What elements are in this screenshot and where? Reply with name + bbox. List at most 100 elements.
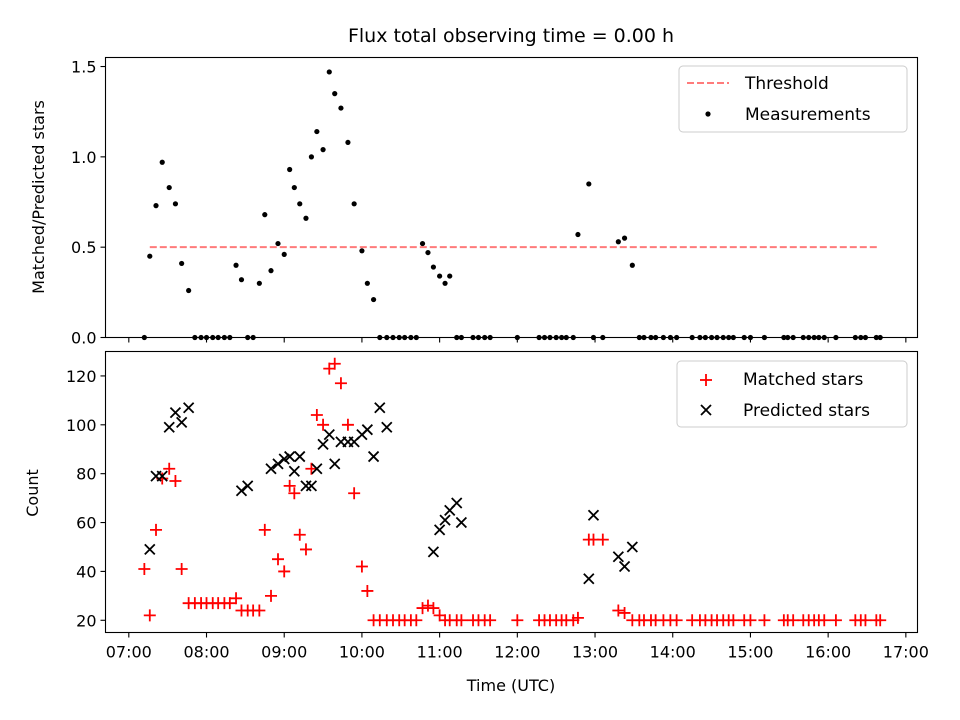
bottom-y-axis-label: Count — [23, 469, 42, 517]
measurement-point — [166, 184, 172, 191]
top-y-axis-label: Matched/Predicted stars — [29, 100, 48, 294]
predicted-star-marker — [455, 516, 468, 529]
bottom-plot-frame — [104, 350, 919, 634]
matched-star-marker — [310, 409, 323, 422]
predicted-star-marker — [433, 524, 446, 536]
matched-star-marker — [143, 609, 156, 622]
matched-star-marker — [758, 614, 771, 627]
predicted-star-marker — [367, 450, 380, 463]
matched-star-marker — [787, 614, 800, 627]
measurement-point — [256, 280, 262, 286]
measurement-point — [314, 128, 320, 135]
measurement-point — [629, 262, 635, 268]
top-y-tick-label: 1.5 — [71, 58, 96, 77]
matched-star-marker — [175, 562, 188, 575]
matched-star-marker — [361, 584, 374, 597]
bottom-y-tick-label: 100 — [66, 416, 97, 435]
measurement-point — [281, 251, 287, 258]
matched-star-marker — [410, 614, 423, 627]
predicted-star-marker — [451, 497, 463, 509]
x-tick-label: 08:00 — [183, 643, 229, 662]
matched-star-marker — [288, 487, 301, 500]
bottom-y-tick-label: 60 — [76, 514, 96, 533]
predicted-star-marker — [163, 421, 175, 433]
top-plot-frame — [104, 56, 919, 339]
matched-star-marker — [305, 462, 318, 475]
matched-star-marker — [348, 487, 361, 500]
predicted-star-marker — [361, 424, 373, 436]
measurement-point — [297, 201, 303, 207]
top-y-tick-label: 0.0 — [71, 329, 96, 348]
predicted-star-marker — [311, 463, 323, 475]
matched-star-marker — [334, 377, 347, 390]
measurement-point — [186, 287, 192, 294]
matched-star-marker — [299, 543, 312, 556]
measurement-point — [326, 69, 332, 75]
matched-star-marker — [258, 523, 271, 536]
matched-star-marker — [230, 592, 243, 605]
measurement-point — [332, 91, 338, 97]
measurement-point — [345, 139, 351, 146]
x-tick-label: 16:00 — [805, 643, 851, 662]
predicted-star-marker — [272, 458, 284, 470]
measurement-point — [268, 268, 274, 274]
matched-legend-swatch — [700, 374, 712, 386]
measurement-point — [172, 201, 179, 207]
predicted-star-marker — [176, 416, 188, 428]
predicted-star-marker — [265, 463, 277, 475]
threshold-legend-label: Threshold — [744, 74, 829, 94]
matched-star-marker — [355, 560, 368, 573]
matched-star-marker — [571, 611, 584, 624]
matched-star-marker — [421, 599, 434, 612]
chart-title: Flux total observing time = 0.00 h — [348, 25, 674, 47]
measurement-point — [238, 277, 245, 283]
measurement-point — [291, 184, 297, 191]
predicted-star-marker — [626, 541, 638, 553]
measurement-point — [447, 273, 453, 279]
measurement-point — [262, 212, 268, 218]
matched-star-marker — [612, 604, 625, 617]
matched-star-marker — [253, 604, 266, 617]
measurement-point — [419, 240, 426, 247]
matched-star-marker — [670, 614, 683, 627]
measurements-legend-swatch — [705, 111, 711, 117]
measurement-point — [621, 235, 628, 241]
x-tick-label: 17:00 — [883, 643, 929, 662]
measurement-point — [303, 215, 309, 221]
predicted-star-marker — [618, 560, 631, 573]
measurement-point — [179, 260, 185, 267]
matched-star-marker — [744, 614, 757, 627]
predicted-star-marker — [235, 485, 248, 497]
bottom-y-tick-label: 120 — [66, 367, 97, 386]
predicted-star-marker — [144, 543, 156, 556]
predicted-star-marker — [305, 480, 318, 492]
measurement-point — [153, 203, 159, 209]
bottom-y-tick-label: 40 — [76, 562, 96, 581]
predicted-star-marker — [242, 480, 254, 492]
matched-star-marker — [596, 533, 609, 546]
x-tick-label: 09:00 — [261, 643, 307, 662]
x-tick-label: 12:00 — [494, 643, 540, 662]
measurement-point — [351, 201, 357, 207]
measurement-point — [425, 249, 431, 256]
matched-star-marker — [169, 475, 182, 488]
matched-star-marker — [163, 462, 176, 475]
matched-star-marker — [328, 357, 341, 370]
measurement-point — [308, 154, 315, 160]
x-tick-label: 10:00 — [339, 643, 385, 662]
predicted-star-marker — [323, 428, 335, 441]
predicted-star-marker — [329, 458, 341, 470]
matched-star-marker — [427, 602, 440, 615]
predicted-star-marker — [284, 450, 296, 463]
measurement-point — [437, 273, 443, 279]
measurement-point — [442, 280, 448, 286]
matched-star-marker — [874, 614, 887, 627]
predicted-star-marker — [587, 509, 600, 521]
bottom-legend: Matched stars Predicted stars — [676, 360, 908, 428]
matched-star-marker — [283, 479, 296, 492]
measurement-point — [320, 147, 326, 153]
matched-star-marker — [278, 565, 291, 578]
matched-star-marker — [293, 528, 306, 541]
top-y-tick-label: 0.5 — [71, 238, 96, 257]
predicted-star-marker — [374, 402, 386, 414]
